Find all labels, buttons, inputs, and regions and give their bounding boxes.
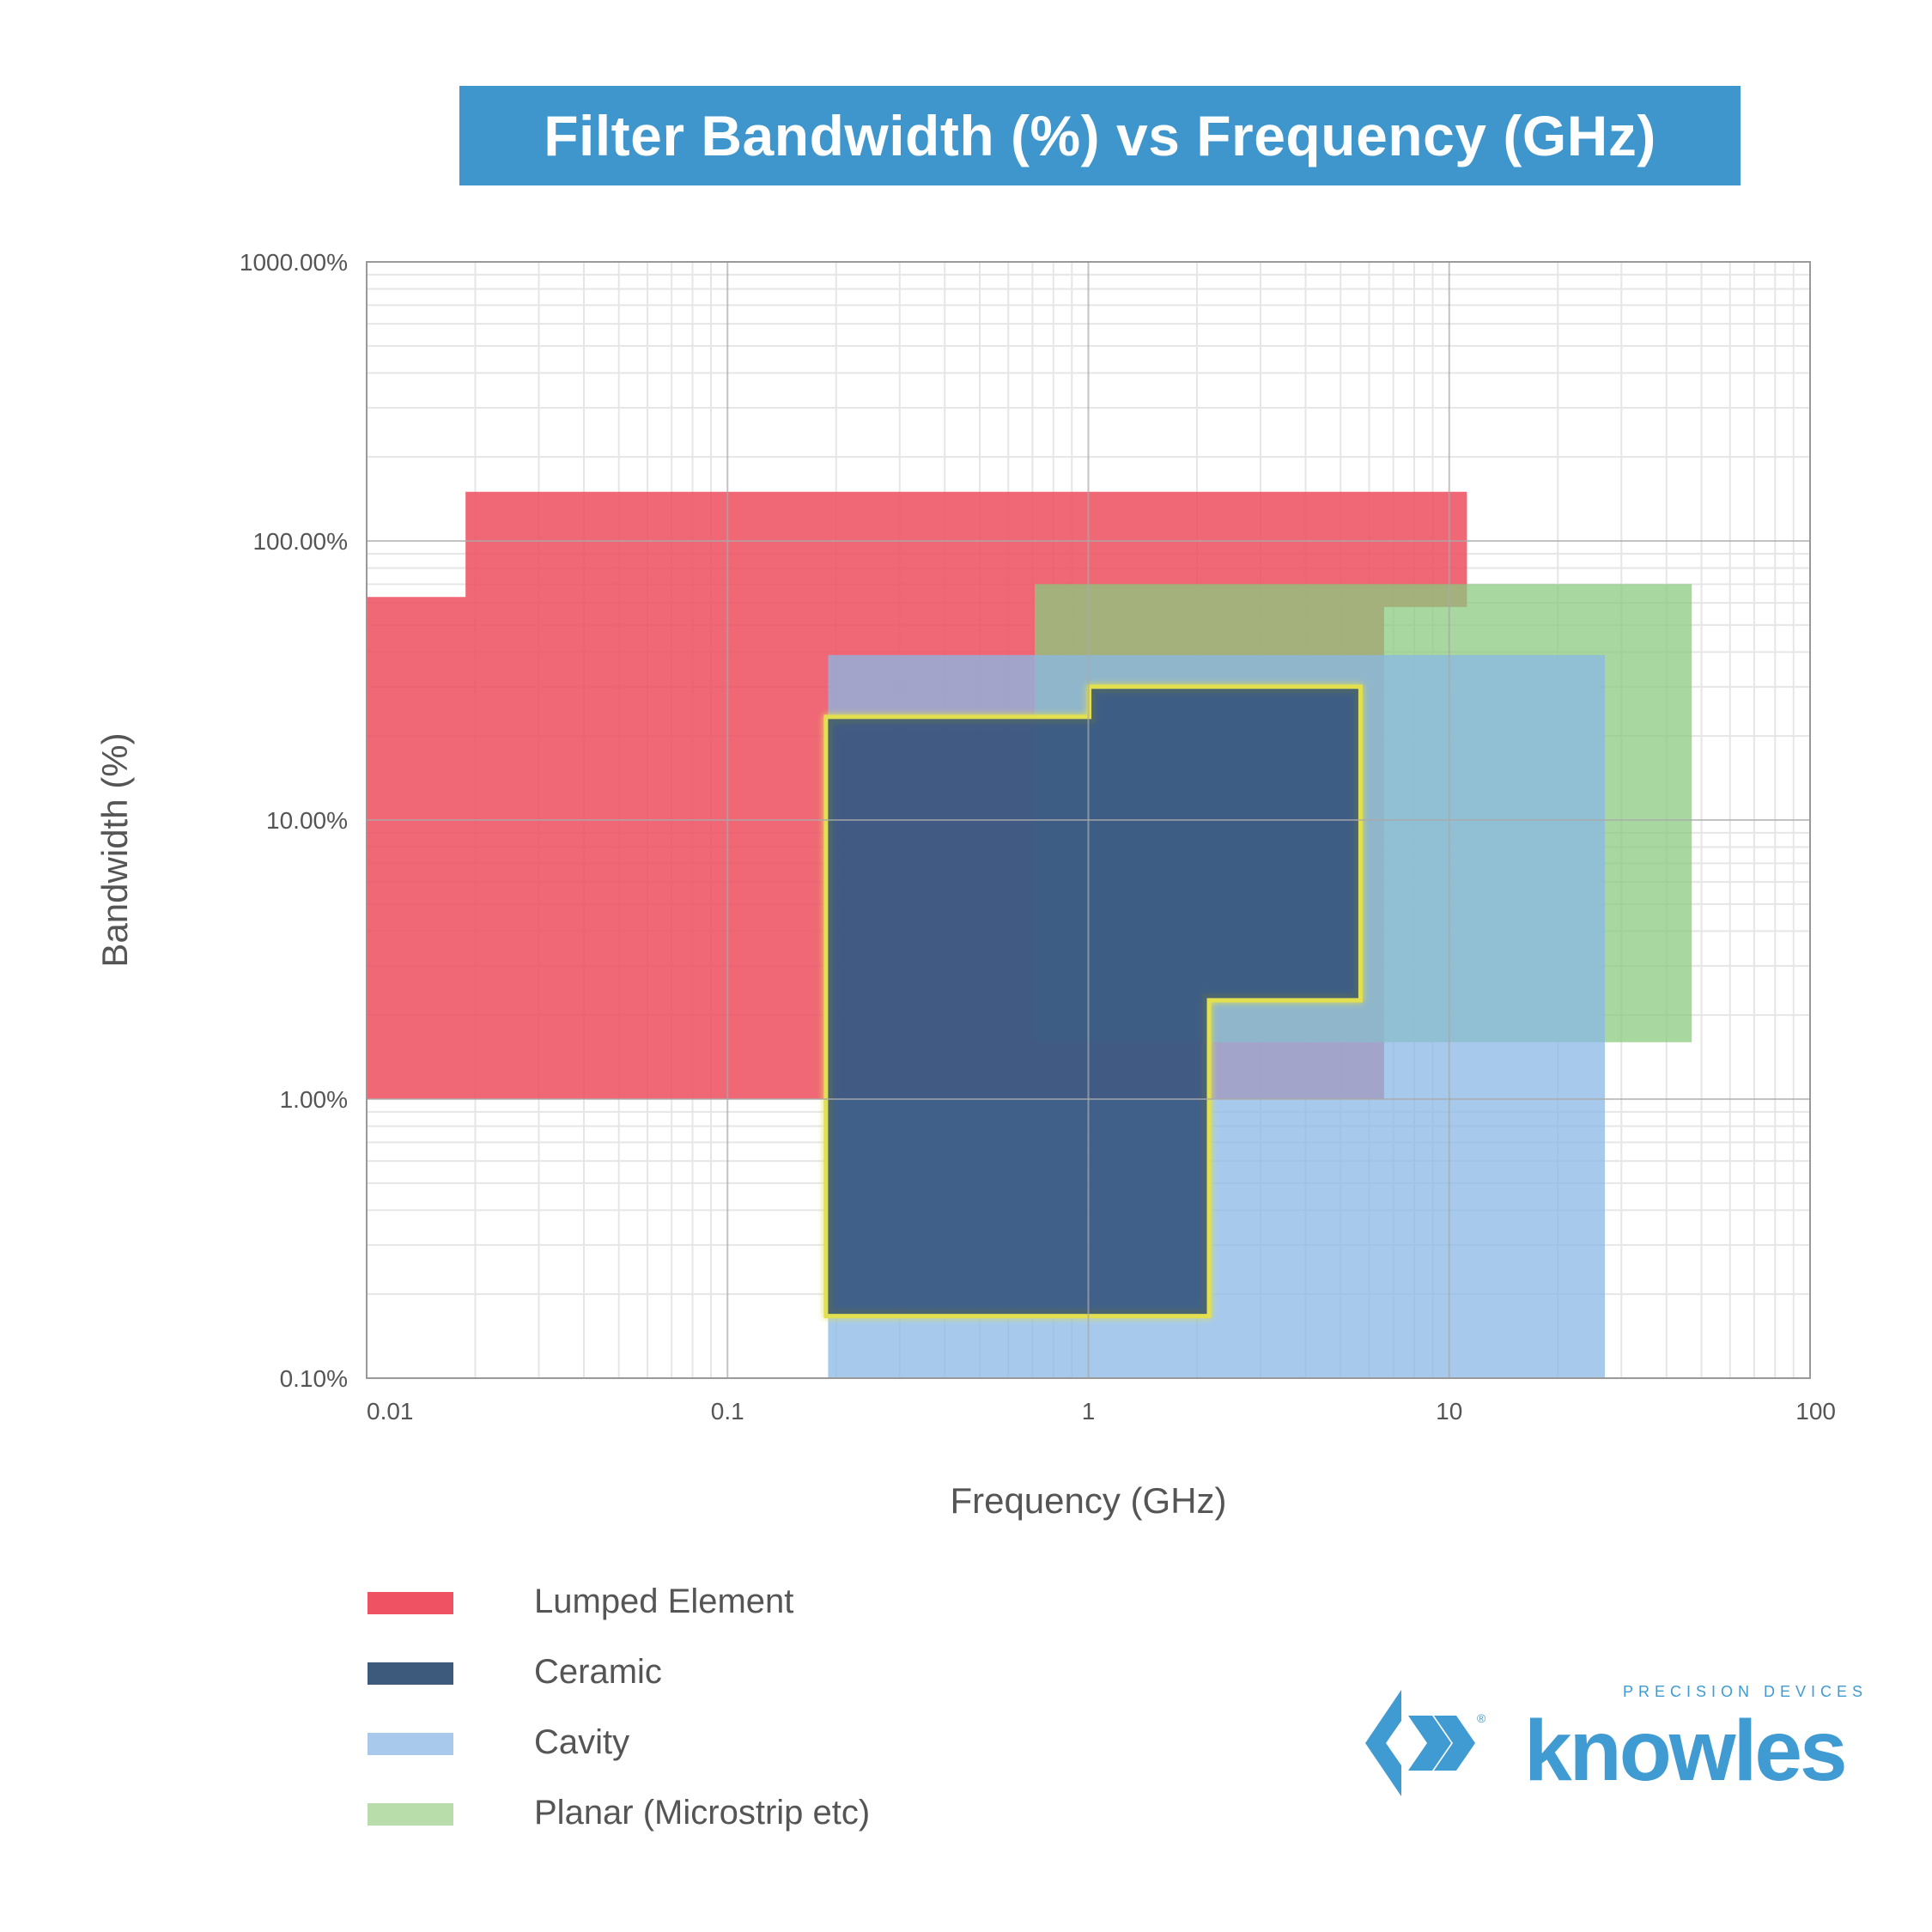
y-tick-label: 100.00% [252, 528, 348, 555]
legend-label: Ceramic [534, 1653, 662, 1691]
legend-swatch [368, 1733, 453, 1755]
y-axis-title: Bandwidth (%) [94, 732, 135, 967]
y-axis-ticks: 0.10% 1.00% 10.00% 100.00% 1000.00% [240, 249, 348, 1392]
legend-item-ceramic: Ceramic [368, 1642, 1140, 1693]
legend-label: Lumped Element [534, 1583, 794, 1620]
y-tick-label: 0.10% [280, 1365, 348, 1392]
knowles-k-mark-icon: ® [1365, 1690, 1486, 1796]
legend-swatch [368, 1592, 453, 1614]
series-areas [367, 491, 1692, 1378]
x-axis-ticks: 0.01 0.1 1 10 100 [367, 1398, 1836, 1425]
knowles-logo: ® PRECISION DEVICES knowles [1365, 1683, 1862, 1803]
plot-frame [366, 261, 1811, 1379]
legend-swatch [368, 1803, 453, 1826]
logo-tagline: PRECISION DEVICES [1623, 1683, 1868, 1700]
x-tick-label: 1 [1082, 1398, 1096, 1425]
chart-title: Filter Bandwidth (%) vs Frequency (GHz) [459, 86, 1741, 185]
x-axis-title: Frequency (GHz) [950, 1480, 1226, 1521]
x-tick-label: 100 [1795, 1398, 1836, 1425]
legend-item-lumped-element: Lumped Element [368, 1571, 1140, 1623]
legend-label: Cavity [534, 1723, 630, 1761]
x-tick-label: 10 [1436, 1398, 1462, 1425]
y-tick-label: 1.00% [280, 1086, 348, 1113]
y-tick-label: 1000.00% [240, 249, 348, 276]
legend-label: Planar (Microstrip etc) [534, 1794, 871, 1832]
y-tick-label: 10.00% [266, 807, 348, 834]
svg-text:®: ® [1477, 1711, 1486, 1725]
legend-item-cavity: Cavity [368, 1712, 1140, 1764]
legend-swatch [368, 1662, 453, 1685]
series-area-ceramic [828, 689, 1358, 1315]
logo-wordmark: knowles [1524, 1703, 1848, 1799]
legend-item-planar: Planar (Microstrip etc) [368, 1783, 1140, 1834]
x-tick-label: 0.1 [711, 1398, 744, 1425]
x-tick-label: 0.01 [367, 1398, 414, 1425]
